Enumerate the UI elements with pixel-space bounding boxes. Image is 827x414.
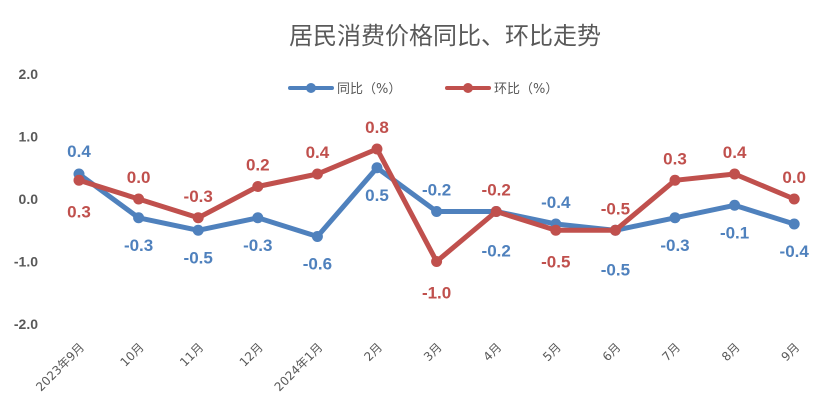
x-tick-label: 2月 — [361, 340, 385, 364]
series-2-data-label: 0.4 — [306, 143, 330, 162]
series-2-data-label: 0.4 — [723, 143, 747, 162]
series-1-point — [311, 231, 323, 242]
x-tick-label: 8月 — [719, 340, 743, 364]
series-2-point — [490, 206, 502, 217]
x-axis: 2023年9月 10月 11月 12月 2024年1月 2月 3月 4月 5月 6月 7月 8月 9月 — [33, 340, 802, 394]
series-1-point — [729, 199, 741, 211]
series-2-data-label: -1.0 — [422, 284, 451, 303]
series-1-point — [788, 218, 800, 230]
series-2-data-label: 0.8 — [365, 118, 389, 137]
y-tick-label: -1.0 — [14, 254, 38, 270]
series-2-point — [609, 224, 621, 236]
series-2-data-label: 0.0 — [127, 168, 151, 187]
series-2-data-label: -0.5 — [601, 199, 630, 218]
series-2-point — [431, 256, 443, 267]
series-1-data-label: -0.6 — [303, 255, 332, 274]
series-1-data-label: -0.2 — [422, 181, 451, 200]
y-tick-label: 2.0 — [19, 66, 39, 82]
series-1-point — [431, 206, 443, 217]
series-2-point — [371, 143, 383, 155]
series-2-data-label: -0.2 — [482, 181, 511, 200]
x-tick-label: 4月 — [481, 340, 505, 364]
series-2-data-label: -0.3 — [184, 187, 213, 206]
series-1-data-label: -0.4 — [541, 193, 571, 212]
data-labels: 0.4 0.3 -0.3 0.0 -0.5 -0.3 -0.3 0.2 -0.6 0.4 0.5 0.… — [67, 118, 809, 303]
legend-label-1: 同比（%） — [337, 82, 401, 97]
series-1-data-label: -0.3 — [243, 236, 272, 255]
series-1-data-label: -0.3 — [124, 236, 153, 255]
series-1-data-label: -0.5 — [601, 260, 630, 279]
series-1-point — [192, 224, 204, 236]
x-tick-label: 3月 — [421, 340, 445, 364]
series-2-point — [550, 224, 562, 236]
series-1-point — [371, 162, 383, 174]
x-tick-label: 5月 — [540, 340, 564, 364]
legend-label-2: 环比（%） — [494, 82, 558, 97]
series-2-point — [788, 193, 800, 205]
x-tick-label: 10月 — [118, 340, 147, 369]
series-1-data-label: -0.2 — [482, 242, 511, 261]
series-2-data-label: -0.5 — [541, 252, 570, 271]
series-2-point — [311, 168, 323, 180]
series-1-data-label: -0.1 — [720, 223, 749, 242]
x-tick-label: 7月 — [659, 340, 683, 364]
series-2-point — [252, 181, 264, 192]
series-2-point — [133, 193, 145, 205]
series-1-data-label: 0.5 — [365, 186, 389, 205]
x-tick-label: 6月 — [600, 340, 624, 364]
series-1-data-label: -0.4 — [780, 242, 810, 261]
series-2-data-label: 0.0 — [782, 168, 806, 187]
y-tick-label: 1.0 — [19, 129, 39, 145]
series-2-point — [192, 212, 204, 224]
legend-marker-1 — [306, 83, 316, 93]
series-1-data-label: 0.4 — [67, 142, 91, 161]
series-1-point — [252, 212, 264, 224]
series-1-point — [669, 212, 681, 224]
x-tick-label: 11月 — [177, 340, 206, 369]
x-tick-label: 2024年1月 — [272, 340, 326, 394]
series-2-point — [73, 174, 85, 186]
series-2-point — [669, 174, 681, 186]
legend-marker-2 — [463, 83, 473, 93]
legend: 同比（%） 环比（%） — [288, 82, 558, 97]
x-tick-label: 2023年9月 — [33, 340, 87, 394]
y-tick-label: -2.0 — [14, 316, 38, 332]
series-layer — [73, 143, 800, 267]
x-tick-label: 9月 — [779, 340, 803, 364]
series-1-point — [133, 212, 145, 224]
y-axis: 2.0 1.0 0.0 -1.0 -2.0 — [14, 66, 38, 332]
series-2-data-label: 0.3 — [663, 149, 687, 168]
series-1-data-label: -0.5 — [184, 248, 213, 267]
series-2-data-label: 0.3 — [67, 202, 91, 221]
series-2-data-label: 0.2 — [246, 156, 270, 175]
x-tick-label: 12月 — [237, 340, 266, 369]
chart-title: 居民消费价格同比、环比走势 — [289, 22, 601, 50]
series-2-point — [729, 168, 741, 180]
y-tick-label: 0.0 — [19, 191, 39, 207]
series-1-data-label: -0.3 — [660, 236, 689, 255]
